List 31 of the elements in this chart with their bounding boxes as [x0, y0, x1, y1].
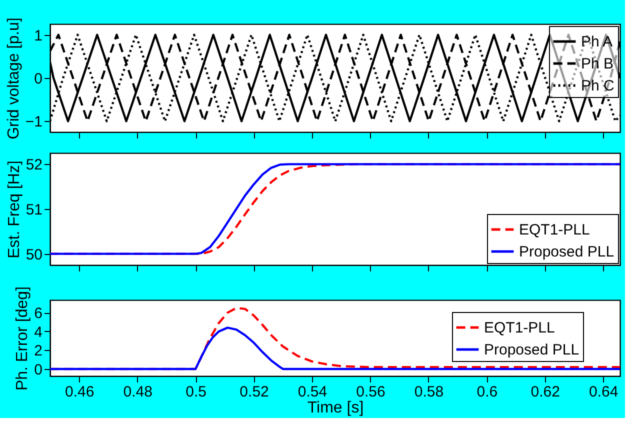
x-tick-label: 0.48	[123, 384, 152, 400]
y-tick-label: 1	[34, 27, 42, 44]
y-axis-title: Ph. Error [deg]	[14, 286, 32, 391]
y-tick-label: 51	[26, 202, 42, 218]
y-tick-label: 50	[26, 246, 42, 264]
x-tick-label: 0.5	[186, 384, 206, 400]
y-tick-label: −1	[25, 114, 42, 131]
x-axis-title: Time [s]	[307, 400, 364, 416]
x-tick-label: 0.46	[65, 384, 94, 400]
y-tick-label: 4	[34, 324, 42, 341]
y-axis-title: Est. Freq [Hz]	[6, 160, 23, 258]
y-tick-label: 2	[34, 342, 42, 360]
y-tick-label: 52	[26, 156, 42, 174]
x-tick-label: 0.58	[414, 384, 444, 400]
legend-label: Ph A	[581, 34, 613, 50]
y-tick-label: 0	[34, 70, 42, 88]
legend-label: Ph C	[581, 78, 615, 94]
legend-label: Proposed PLL	[484, 342, 580, 358]
legend-label: Ph B	[581, 56, 614, 72]
y-axis-title: Grid voltage [p.u]	[5, 18, 22, 140]
x-tick-label: 0.52	[240, 384, 269, 400]
y-tick-label: 0	[34, 361, 42, 378]
x-tick-label: 0.54	[298, 384, 328, 400]
legend-label: EQT1-PLL	[519, 222, 590, 238]
x-tick-label: 0.56	[356, 384, 386, 400]
x-tick-label: 0.62	[530, 384, 560, 400]
legend-label: EQT1-PLL	[484, 320, 555, 336]
x-tick-label: 0.6	[476, 384, 498, 400]
y-tick-label: 6	[34, 305, 42, 322]
legend-label: Proposed PLL	[519, 244, 614, 260]
x-tick-label: 0.64	[589, 384, 618, 400]
